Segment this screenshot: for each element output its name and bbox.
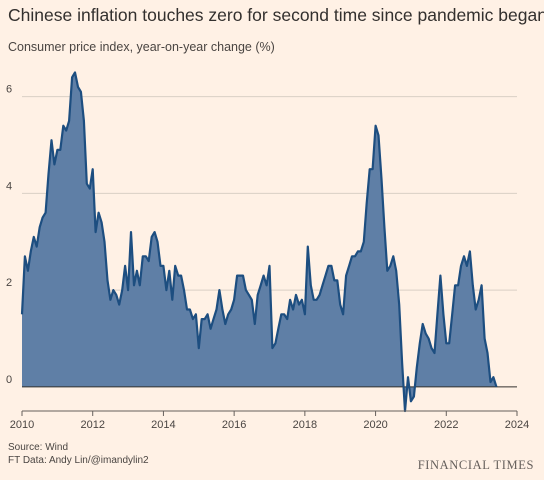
- x-tick-label-2018: 2018: [293, 419, 317, 431]
- credit-note: FT Data: Andy Lin/@imandylin2: [8, 455, 149, 466]
- x-tick-label-2020: 2020: [363, 419, 387, 431]
- x-tick-label-2022: 2022: [434, 419, 458, 431]
- x-tick-label-2016: 2016: [222, 419, 246, 431]
- y-tick-label-4: 4: [6, 180, 12, 192]
- chart-subtitle: Consumer price index, year-on-year chang…: [8, 40, 275, 54]
- cpi-area-fill: [22, 72, 497, 411]
- y-axis-tick-labels: 0 2 4 6: [6, 84, 12, 386]
- chart-title: Chinese inflation touches zero for secon…: [8, 5, 544, 25]
- cpi-series-line: [20, 71, 498, 413]
- x-tick-label-2012: 2012: [80, 419, 104, 431]
- y-tick-label-0: 0: [6, 374, 12, 386]
- source-note: Source: Wind: [8, 442, 69, 453]
- x-tick-label-2024: 2024: [505, 419, 529, 431]
- y-tick-label-2: 2: [6, 277, 12, 289]
- x-tick-label-2014: 2014: [151, 419, 175, 431]
- y-tick-label-6: 6: [6, 84, 12, 96]
- x-axis: 2010 2012 2014 2016 2018 2020 2022 2024: [10, 410, 529, 431]
- ft-brand-logo: FINANCIAL TIMES: [417, 458, 534, 472]
- x-tick-label-2010: 2010: [10, 419, 34, 431]
- chart-footer: Source: Wind FT Data: Andy Lin/@imandyli…: [8, 441, 149, 467]
